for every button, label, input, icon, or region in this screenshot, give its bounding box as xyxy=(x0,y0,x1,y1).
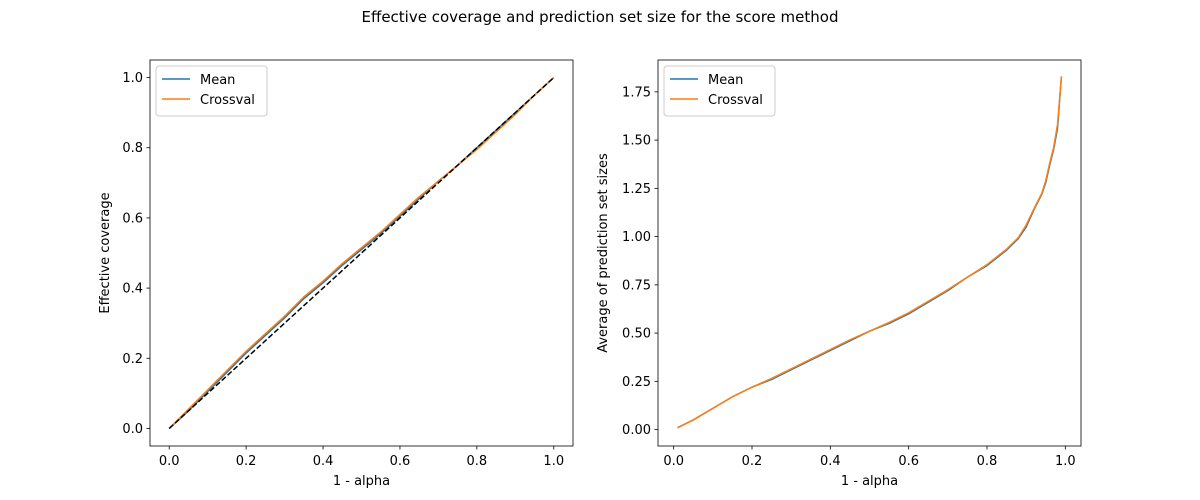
legend-label-mean: Mean xyxy=(708,73,743,88)
set-size-panel: 0.0 0.2 0.4 0.6 0.8 1.0 0.00 0.25 0.50 0.75 1.00 1.… xyxy=(596,59,1082,489)
y-axis-label: Effective coverage xyxy=(98,192,113,313)
y-tick-label: 1.0 xyxy=(122,71,143,86)
axes-frame xyxy=(657,59,1082,447)
y-tick-label: 1.00 xyxy=(622,230,651,245)
coverage-panel: 0.0 0.2 0.4 0.6 0.8 1.0 0.0 0.2 0.4 0.6 0.8 1.0 1 - … xyxy=(98,59,574,489)
y-tick-label: 1.75 xyxy=(622,85,651,100)
y-axis-label: Average of prediction set sizes xyxy=(596,153,611,353)
y-tick-label: 0.25 xyxy=(622,375,651,390)
x-tick-label: 0.0 xyxy=(159,454,180,469)
legend-label-mean: Mean xyxy=(200,73,235,88)
x-tick-label: 0.6 xyxy=(898,454,919,469)
x-tick-label: 1.0 xyxy=(1055,454,1076,469)
x-tick-label: 0.2 xyxy=(236,454,257,469)
x-tick-label: 0.2 xyxy=(742,454,763,469)
series-line-crossval xyxy=(677,76,1063,429)
y-tick-label: 0.0 xyxy=(122,422,143,437)
legend-label-crossval: Crossval xyxy=(708,93,763,108)
x-tick-label: 0.0 xyxy=(663,454,684,469)
x-tick-label: 0.8 xyxy=(977,454,998,469)
y-tick-label: 0.2 xyxy=(122,352,143,367)
axes-frame xyxy=(149,59,574,447)
y-tick-label: 0.4 xyxy=(122,282,143,297)
y-tick-label: 0.00 xyxy=(622,423,651,438)
y-tick-label: 1.50 xyxy=(622,134,651,149)
x-axis-label: 1 - alpha xyxy=(841,474,898,489)
y-tick-label: 0.50 xyxy=(622,327,651,342)
series-line-crossval xyxy=(168,76,555,429)
x-tick-label: 0.4 xyxy=(820,454,841,469)
series-line-reference xyxy=(168,76,555,430)
x-axis-label: 1 - alpha xyxy=(333,474,390,489)
y-tick-label: 0.75 xyxy=(622,278,651,293)
y-tick-label: 0.8 xyxy=(122,141,143,156)
x-tick-label: 0.4 xyxy=(313,454,334,469)
y-tick-label: 0.6 xyxy=(122,211,143,226)
y-tick-label: 1.25 xyxy=(622,182,651,197)
legend-label-crossval: Crossval xyxy=(200,93,255,108)
x-tick-label: 1.0 xyxy=(543,454,564,469)
series-line-mean xyxy=(168,76,555,430)
figure-title: Effective coverage and prediction set si… xyxy=(362,8,839,26)
x-tick-label: 0.6 xyxy=(390,454,411,469)
x-tick-label: 0.8 xyxy=(467,454,488,469)
